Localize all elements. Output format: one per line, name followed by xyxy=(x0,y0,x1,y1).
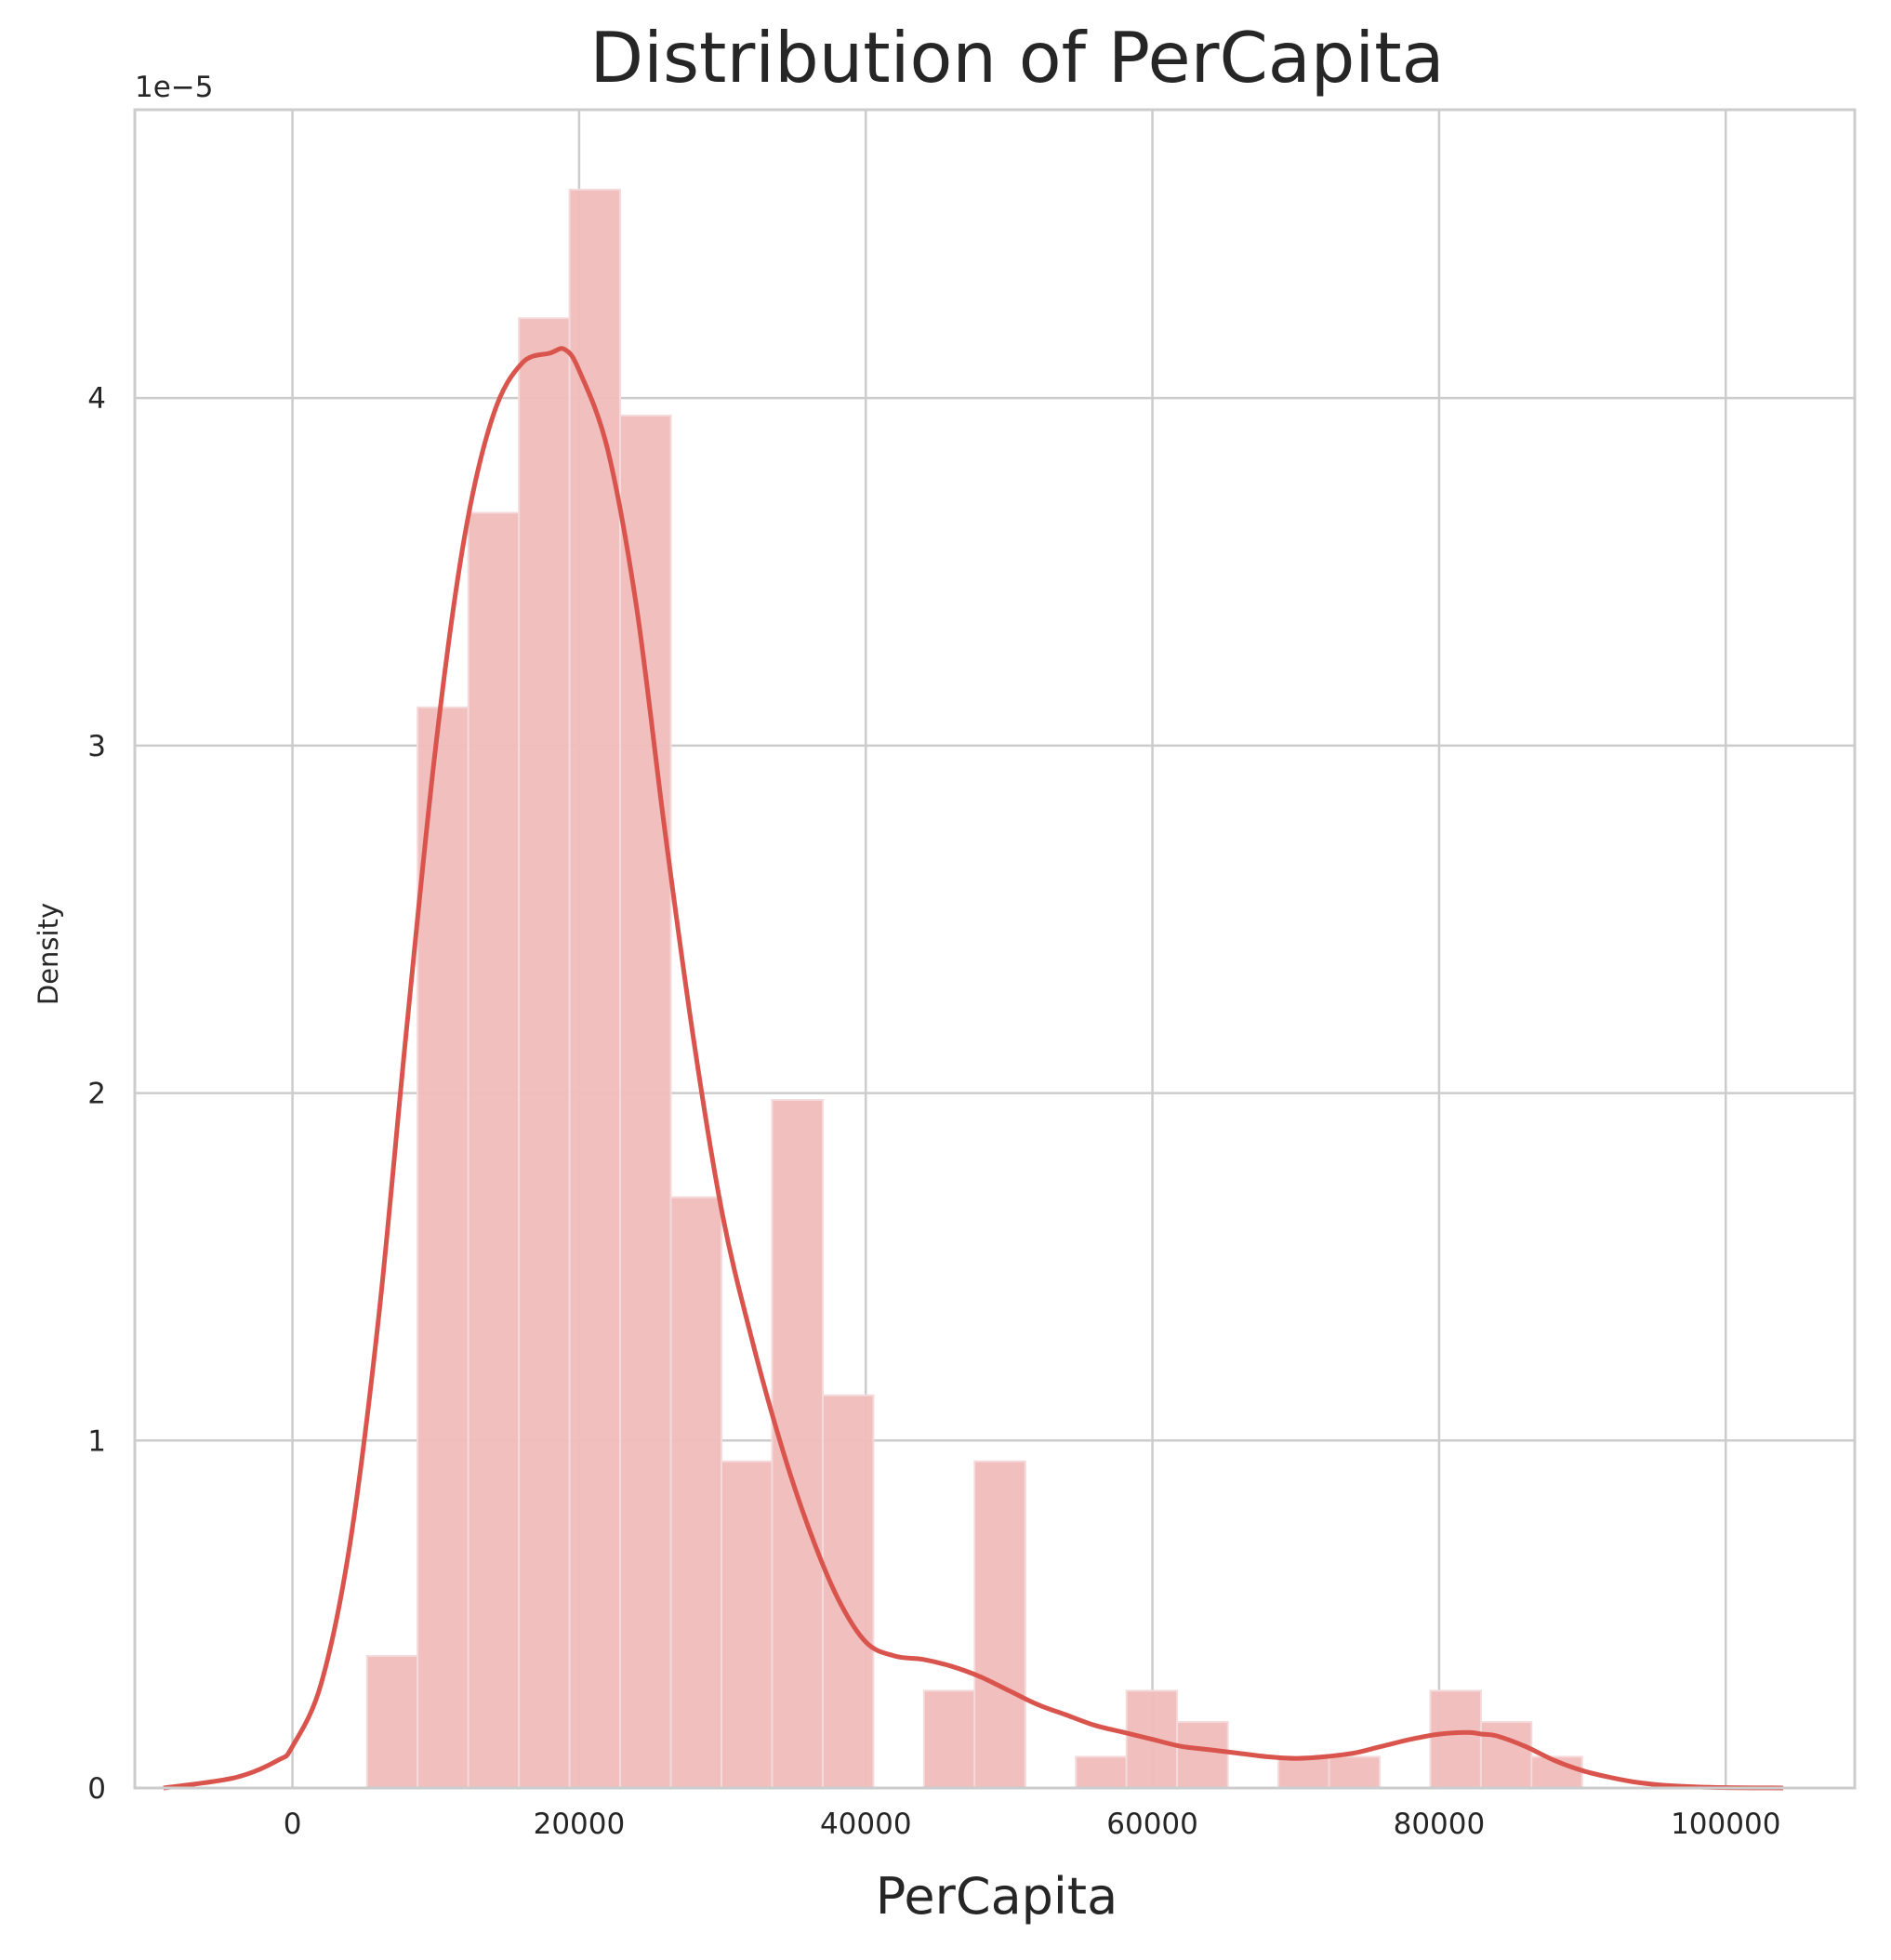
histogram-bar xyxy=(467,511,521,1789)
kde-density-line xyxy=(163,346,1783,1791)
histogram-bars xyxy=(365,188,1583,1790)
y-axis-offset-label: 1e−5 xyxy=(135,71,214,104)
histogram-bar xyxy=(1176,1720,1229,1789)
x-tick-label: 0 xyxy=(284,1808,302,1841)
plot-frame xyxy=(133,108,1857,1790)
chart-title: Distribution of PerCapita xyxy=(589,17,1444,99)
y-tick-label: 2 xyxy=(87,1078,106,1111)
x-tick-label: 20000 xyxy=(534,1808,626,1841)
y-tick-label: 3 xyxy=(87,730,106,763)
y-ticks: 0 1 2 3 4 xyxy=(87,382,106,1806)
y-tick-label: 1 xyxy=(87,1424,106,1458)
x-tick-label: 80000 xyxy=(1394,1808,1486,1841)
histogram-bar xyxy=(1075,1755,1128,1789)
histogram-bar xyxy=(518,317,571,1789)
x-axis-label: PerCapita xyxy=(876,1867,1117,1926)
x-tick-label: 40000 xyxy=(820,1808,912,1841)
kde-line-group xyxy=(163,346,1783,1791)
histogram-bar xyxy=(973,1460,1026,1789)
histogram-bar xyxy=(822,1394,875,1789)
y-tick-label: 0 xyxy=(87,1772,106,1806)
y-tick-label: 4 xyxy=(87,382,106,416)
histogram-bar xyxy=(1429,1689,1482,1789)
histogram-bar xyxy=(1277,1755,1330,1789)
x-tick-label: 60000 xyxy=(1106,1808,1198,1841)
histogram-bar xyxy=(417,706,469,1790)
histogram-bar xyxy=(365,1654,419,1789)
histogram-bar xyxy=(922,1689,976,1789)
histogram-bar xyxy=(619,414,672,1789)
histogram-bar xyxy=(1479,1720,1533,1789)
histogram-bar xyxy=(568,188,622,1789)
x-ticks: 0 20000 40000 60000 80000 100000 xyxy=(284,1808,1781,1841)
histogram-bar xyxy=(1328,1755,1381,1789)
histogram-bar xyxy=(669,1196,723,1790)
histogram-bar xyxy=(721,1460,774,1789)
x-tick-label: 100000 xyxy=(1671,1808,1780,1841)
y-axis-label: Density xyxy=(33,903,64,1005)
